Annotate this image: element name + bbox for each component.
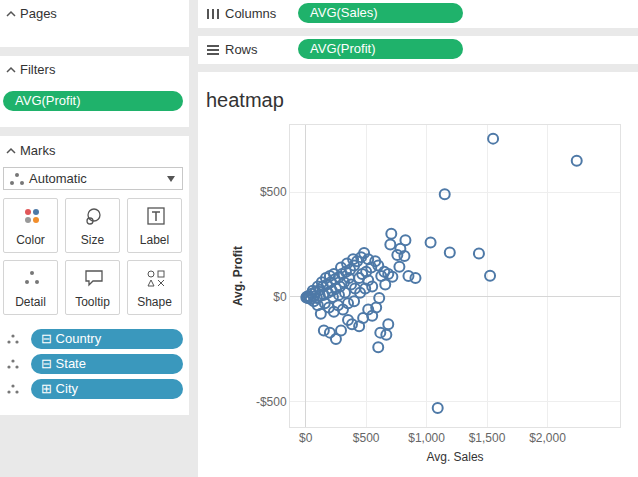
svg-text:heatmap: heatmap [206, 89, 284, 111]
html-text:⊟ State: ⊟ State [41, 356, 86, 371]
html-text:Columns: Columns [225, 6, 277, 21]
svg-text:$0: $0 [299, 431, 313, 445]
html-text:Rows: Rows [225, 42, 258, 57]
svg-text:$0: $0 [273, 290, 287, 304]
svg-text:Avg. Sales: Avg. Sales [426, 450, 483, 464]
svg-text:$500: $500 [353, 431, 380, 445]
svg-text:$1,000: $1,000 [408, 431, 445, 445]
html-text:⊟ Country: ⊟ Country [41, 331, 102, 346]
svg-text:$1,500: $1,500 [469, 431, 506, 445]
html-text:Label: Label [139, 233, 170, 247]
html-text:Marks: Marks [20, 143, 56, 158]
html-text:Pages: Pages [20, 6, 57, 21]
html-text:AVG(Profit): AVG(Profit) [15, 93, 81, 108]
html-text:Filters: Filters [20, 62, 56, 77]
html-text:Automatic: Automatic [29, 171, 87, 186]
svg-text:Avg. Profit: Avg. Profit [231, 246, 245, 306]
html-text:Tooltip: Tooltip [75, 295, 110, 309]
html-text:Color: Color [16, 233, 45, 247]
html-text:AVG(Profit): AVG(Profit) [310, 41, 376, 56]
html-text:Detail: Detail [15, 295, 46, 309]
svg-text:$2,000: $2,000 [529, 431, 566, 445]
svg-text:-$500: -$500 [256, 395, 287, 409]
html-text:⊞ City: ⊞ City [41, 381, 78, 396]
html-text:Size: Size [80, 233, 105, 247]
svg-text:$500: $500 [260, 185, 287, 199]
html-text:Shape: Shape [137, 295, 172, 309]
html-text:AVG(Sales): AVG(Sales) [310, 5, 378, 20]
